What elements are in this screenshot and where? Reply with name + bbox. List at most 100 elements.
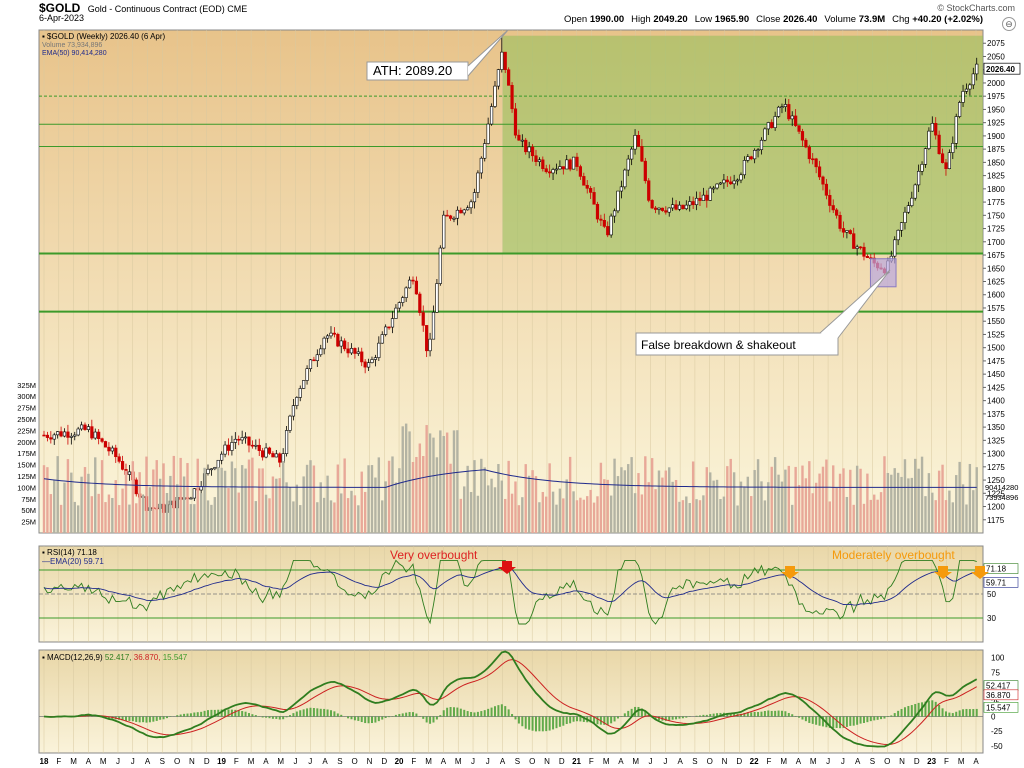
- macd-hist-bar: [815, 716, 818, 725]
- candle-body: [336, 333, 340, 347]
- volume-bar: [114, 480, 117, 533]
- price-tick-label: 1725: [987, 225, 1005, 234]
- volume-bar: [309, 460, 312, 533]
- volume-bar: [251, 457, 254, 533]
- candle-body: [414, 280, 419, 295]
- macd-hist-bar: [299, 710, 302, 717]
- volume-bar: [391, 456, 394, 533]
- shakeout-highlight: [869, 258, 897, 288]
- macd-hist-bar: [743, 712, 746, 717]
- macd-hist-bar: [483, 710, 486, 717]
- zoom-icon[interactable]: ⊖: [1002, 17, 1016, 31]
- x-tick-label: O: [174, 757, 180, 766]
- x-tick-label: N: [544, 757, 550, 766]
- volume-bar: [104, 502, 107, 533]
- volume-bar: [773, 457, 777, 533]
- macd-hist-bar: [415, 713, 418, 717]
- volume-bar: [794, 466, 797, 533]
- macd-hist-bar: [616, 716, 619, 719]
- price-tick-label: 1550: [987, 317, 1005, 326]
- macd-hist-bar: [517, 716, 520, 724]
- volume-bar: [117, 505, 121, 533]
- macd-hist-bar: [548, 716, 551, 731]
- volume-bar: [240, 465, 244, 533]
- macd-hist-bar: [435, 716, 438, 720]
- macd-hist-bar: [282, 716, 285, 720]
- volume-bar: [555, 504, 558, 533]
- candle-body: [384, 326, 388, 335]
- macd-hist-bar: [883, 716, 886, 719]
- candle-body: [930, 123, 934, 132]
- macd-hist-bar: [152, 716, 155, 722]
- volume-bar: [722, 496, 726, 533]
- candle-body: [636, 135, 641, 147]
- x-tick-label: M: [958, 757, 965, 766]
- candle-body: [346, 348, 350, 354]
- volume-tick-label: 325M: [17, 381, 36, 390]
- volume-bar: [264, 494, 268, 533]
- macd-hist-bar: [323, 708, 326, 717]
- candle-body: [612, 210, 617, 217]
- macd-hist-bar: [702, 714, 705, 717]
- macd-hist-bar: [203, 710, 206, 717]
- candle-body: [62, 431, 67, 437]
- price-tick-label: 1450: [987, 370, 1005, 379]
- macd-hist-bar: [948, 712, 951, 717]
- macd-hist-bar: [333, 711, 336, 717]
- x-tick-label: D: [559, 757, 565, 766]
- macd-hist-bar: [760, 711, 763, 717]
- volume-bar: [531, 470, 534, 533]
- volume-bar: [551, 491, 555, 533]
- volume-bar: [87, 473, 90, 533]
- candle-body: [920, 164, 924, 172]
- macd-hist-bar: [459, 708, 462, 717]
- candle-body: [684, 204, 688, 210]
- breakdown-callout-box: [635, 332, 839, 356]
- candle-body: [66, 431, 70, 438]
- macd-hist-bar: [531, 716, 534, 731]
- macd-hist-bar: [251, 714, 254, 717]
- candle-body: [233, 438, 237, 443]
- volume-bar: [709, 472, 712, 533]
- volume-bar: [357, 505, 360, 533]
- x-tick-label: J: [649, 757, 653, 766]
- macd-hist-bar: [237, 710, 240, 717]
- macd-hist-bar: [558, 716, 561, 727]
- volume-bar: [445, 432, 449, 533]
- candle-body: [114, 447, 118, 458]
- macd-hist-bar: [757, 712, 760, 717]
- x-tick-label: S: [337, 757, 342, 766]
- candle-body: [664, 210, 668, 213]
- volume-bar: [808, 461, 811, 533]
- volume-tick-label: 50M: [21, 506, 36, 515]
- candle-body: [616, 190, 620, 212]
- volume-bar: [763, 500, 767, 533]
- volume-bar: [664, 470, 668, 533]
- candle-body: [483, 143, 487, 159]
- candle-body: [934, 123, 938, 136]
- price-tick-label: 1475: [987, 357, 1005, 366]
- volume-bar: [855, 465, 859, 533]
- candle-body: [353, 348, 357, 354]
- macd-hist-bar: [640, 708, 643, 717]
- macd-hist-bar: [528, 716, 531, 730]
- candle-body: [753, 150, 757, 160]
- candle-body: [305, 368, 309, 381]
- macd-hist-bar: [739, 713, 742, 717]
- volume-bar: [493, 487, 497, 533]
- volume-bar: [732, 472, 736, 533]
- volume-bar: [206, 500, 210, 533]
- macd-hist-bar: [767, 710, 770, 717]
- volume-bar: [825, 459, 828, 533]
- candle-body: [964, 88, 969, 92]
- macd-hist-bar: [709, 714, 712, 717]
- volume-bar: [107, 494, 111, 533]
- volume-bar: [739, 481, 743, 533]
- candle-body: [804, 139, 808, 148]
- volume-bar: [100, 460, 104, 533]
- candle-body: [917, 170, 921, 186]
- candle-body: [127, 471, 132, 475]
- volume-bar: [777, 474, 780, 533]
- volume-bar: [633, 493, 637, 533]
- volume-bar: [210, 504, 213, 533]
